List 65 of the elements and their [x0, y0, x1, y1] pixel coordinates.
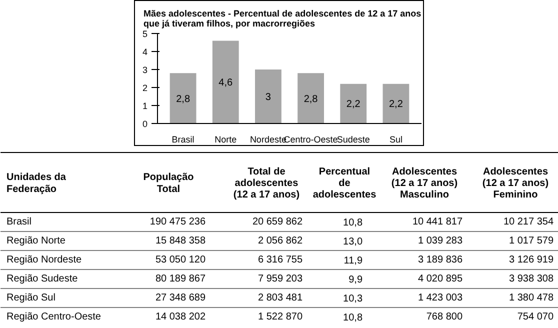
text: 1 522 870: [258, 312, 303, 322]
data-label: 4,6: [218, 78, 234, 89]
text: 1 017 579: [509, 236, 554, 246]
text: 9,9: [348, 274, 363, 286]
category-label: Total de adolescentes (12 a 17 anos): [233, 166, 300, 201]
text: 1 039 283: [418, 236, 463, 246]
data-label: 2,8: [176, 94, 190, 105]
text: 768 800: [426, 312, 463, 322]
x-tick-label: Sudeste: [336, 134, 370, 144]
text: 190 475 236: [150, 216, 206, 228]
text: 27 348 689: [155, 292, 206, 304]
bar: [340, 84, 367, 124]
data-label: 2,2: [346, 99, 361, 110]
bar: [170, 73, 196, 124]
text: 80 189 867: [155, 274, 206, 284]
x-tick-label: Sul: [389, 134, 402, 144]
text: Brasil: [6, 216, 32, 228]
text: 1 423 003: [418, 292, 463, 304]
text: 6 316 755: [258, 254, 303, 266]
text: 2 803 481: [258, 292, 303, 304]
text: 10,8: [343, 218, 363, 228]
bar: [255, 70, 282, 124]
text: 1 380 478: [509, 292, 554, 304]
y-tick-label: 1: [142, 101, 148, 111]
category-label: População Total: [143, 172, 194, 195]
text: 3 189 836: [418, 254, 463, 266]
data-label: 2,8: [304, 94, 318, 105]
bar: [212, 40, 239, 124]
text: 13,0: [343, 236, 363, 248]
text: Região Nordeste: [6, 254, 82, 266]
text: Região Centro-Oeste: [6, 312, 101, 322]
y-tick-label: 4: [142, 47, 148, 57]
text: 53 050 120: [155, 254, 206, 266]
text: Região Sudeste: [6, 274, 78, 284]
text: 20 659 862: [252, 216, 303, 228]
data-label: 2,2: [389, 99, 404, 110]
bar: [298, 73, 324, 124]
x-tick-label: Brasil: [172, 134, 194, 144]
bar: [382, 84, 410, 124]
text: 14 038 202: [155, 312, 206, 322]
category-label: Adolescentes (12 a 17 anos) Masculino: [391, 166, 458, 201]
y-tick-label: 5: [142, 29, 148, 39]
y-tick-label: 3: [142, 65, 148, 75]
chart-title: Mães adolescentes - Percentual de adolescentes de 12 a 17 anos que já tiveram filhos, por macrorregiões: [144, 8, 422, 28]
text: 15 848 358: [155, 236, 206, 246]
category-label: Unidades da Federação: [6, 172, 66, 195]
category-label: Adolescentes (12 a 17 anos) Feminino: [482, 166, 549, 201]
text: Região Sul: [6, 292, 56, 304]
text: 10 217 354: [503, 216, 554, 228]
text: 2 056 862: [258, 236, 303, 246]
text: 10,3: [343, 294, 363, 304]
y-tick-label: 2: [142, 83, 148, 93]
text: 10,8: [343, 312, 363, 324]
text: 7 959 203: [258, 274, 303, 284]
data-label: 3: [265, 92, 272, 103]
text: 754 070: [517, 312, 554, 322]
text: 11,9: [344, 256, 363, 266]
text: 3 126 919: [509, 254, 554, 266]
x-tick-label: Norte: [214, 134, 237, 144]
y-tick-label: 0: [142, 119, 148, 129]
text: 3 938 308: [509, 274, 554, 284]
text: 10 441 817: [412, 216, 463, 228]
category-label: Percentual de adolescentes: [312, 166, 377, 201]
text: Região Norte: [6, 236, 66, 246]
text: 4 020 895: [418, 274, 463, 284]
